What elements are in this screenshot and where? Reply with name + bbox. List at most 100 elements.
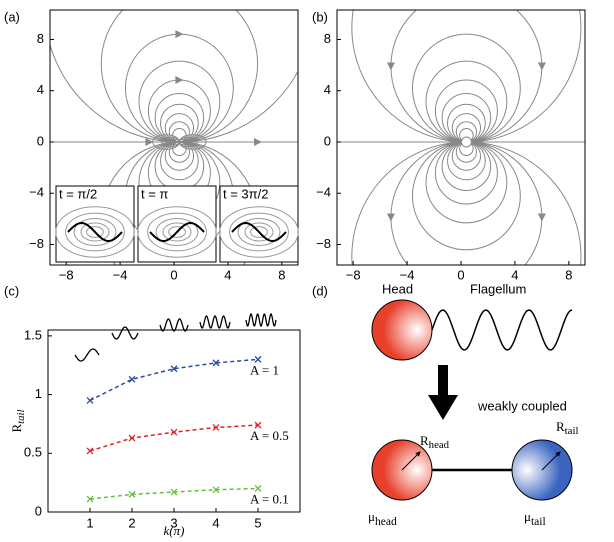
inset (219, 185, 299, 263)
streamline (351, 10, 582, 143)
streamline (50, 43, 298, 143)
y-tick-label: 0 (324, 133, 331, 148)
streamline (168, 226, 186, 238)
marker (212, 423, 220, 431)
body (460, 136, 472, 148)
mu-head-label: μhead (368, 509, 397, 528)
streamline-plot: −8 −4 0 4 8 −8 −4 0 4 8 t = π/2 t = π t = 3π/2 (29, 9, 299, 282)
x-tick-label: 4 (511, 267, 518, 282)
x-tick-label: 0 (457, 267, 464, 282)
inset (55, 185, 135, 263)
x-tick-label: −8 (346, 267, 361, 282)
inset-lines (137, 206, 217, 258)
x-tick-label: 5 (254, 515, 261, 530)
streamline-plot: −8 −4 0 4 8 −8 −4 0 4 8 (316, 9, 586, 282)
x-tick-label: 0 (170, 267, 177, 282)
y-tick-label: 4 (324, 82, 331, 97)
streamline (162, 222, 192, 242)
y-axis-label: Rtail (9, 409, 28, 432)
x-tick-label: 3 (170, 515, 177, 530)
streamline (55, 206, 135, 258)
radius-arrow (541, 451, 561, 471)
wave-icon (245, 312, 277, 328)
marker (254, 355, 262, 363)
arrow (175, 75, 184, 84)
y-tick-label: −8 (29, 236, 44, 251)
arrow (386, 213, 395, 222)
inset-label: t = π/2 (59, 186, 97, 201)
wave-icon (199, 315, 231, 329)
plot-frame (336, 9, 586, 266)
y-tick-label: 4 (37, 82, 44, 97)
panel-label: (d) (312, 283, 328, 298)
marker (170, 488, 178, 496)
wave-icon (111, 326, 139, 340)
panel-label: (b) (312, 9, 328, 24)
inset-label: t = π (141, 186, 168, 201)
y-tick-label: 0.5 (24, 445, 42, 460)
symbol: R (9, 424, 24, 433)
arrow (254, 137, 262, 146)
coupling-label: weakly coupled (477, 398, 567, 413)
arrow (386, 62, 395, 71)
marker (86, 396, 94, 404)
series-label: A = 0.1 (250, 492, 289, 507)
streamline (229, 212, 289, 252)
flagellum (149, 221, 205, 243)
marker (254, 485, 262, 492)
y-tick-label: −4 (29, 185, 44, 200)
wave-icon (74, 348, 100, 362)
x-tick-label: 4 (212, 515, 219, 530)
coupling-arrow (428, 365, 458, 420)
inset-lines (55, 206, 135, 258)
streamline (434, 141, 498, 205)
symbol: μ (368, 509, 375, 524)
head (371, 299, 433, 361)
subscript: head (429, 439, 450, 451)
arrow (175, 30, 184, 39)
arrow (537, 213, 546, 222)
marker (212, 486, 220, 494)
flagellum-label: Flagellum (470, 281, 526, 296)
head-label: Head (382, 281, 413, 296)
y-tick-label: 1.5 (24, 327, 42, 342)
series-line (89, 358, 259, 402)
streamline (237, 218, 281, 246)
symbol: μ (524, 509, 531, 524)
streamline (425, 60, 508, 143)
symbol: R (556, 419, 565, 434)
subscript: tail (565, 425, 579, 437)
symbol: R (420, 433, 429, 448)
streamline (80, 222, 110, 242)
x-tick-label: −8 (59, 267, 74, 282)
x-tick-label: −4 (400, 267, 415, 282)
x-tick-label: 8 (278, 267, 285, 282)
y-tick-label: 1 (35, 386, 42, 401)
marker (86, 495, 94, 503)
subscript: tail (531, 516, 546, 528)
streamline (250, 226, 268, 238)
marker (170, 428, 178, 436)
streamlines (337, 10, 585, 265)
y-tick-label: 0 (35, 503, 42, 518)
panel-label: (c) (4, 283, 19, 298)
streamline (155, 218, 199, 246)
streamline (86, 226, 104, 238)
x-tick-label: 4 (224, 267, 231, 282)
radius-arrow (401, 451, 421, 471)
y-tick-label: −8 (316, 236, 331, 251)
series-line (89, 424, 259, 452)
x-tick-label: 1 (86, 515, 93, 530)
marker (128, 375, 136, 383)
mu-tail-label: μtail (524, 509, 546, 528)
marker (128, 434, 136, 442)
streamline (390, 10, 543, 143)
y-tick-label: 8 (324, 31, 331, 46)
subscript: head (375, 516, 397, 528)
r-tail-label: Rtail (556, 419, 578, 438)
inset-label: t = 3π/2 (223, 186, 268, 201)
streamline (138, 60, 221, 143)
streamline (164, 113, 195, 143)
flagellum (67, 221, 123, 243)
